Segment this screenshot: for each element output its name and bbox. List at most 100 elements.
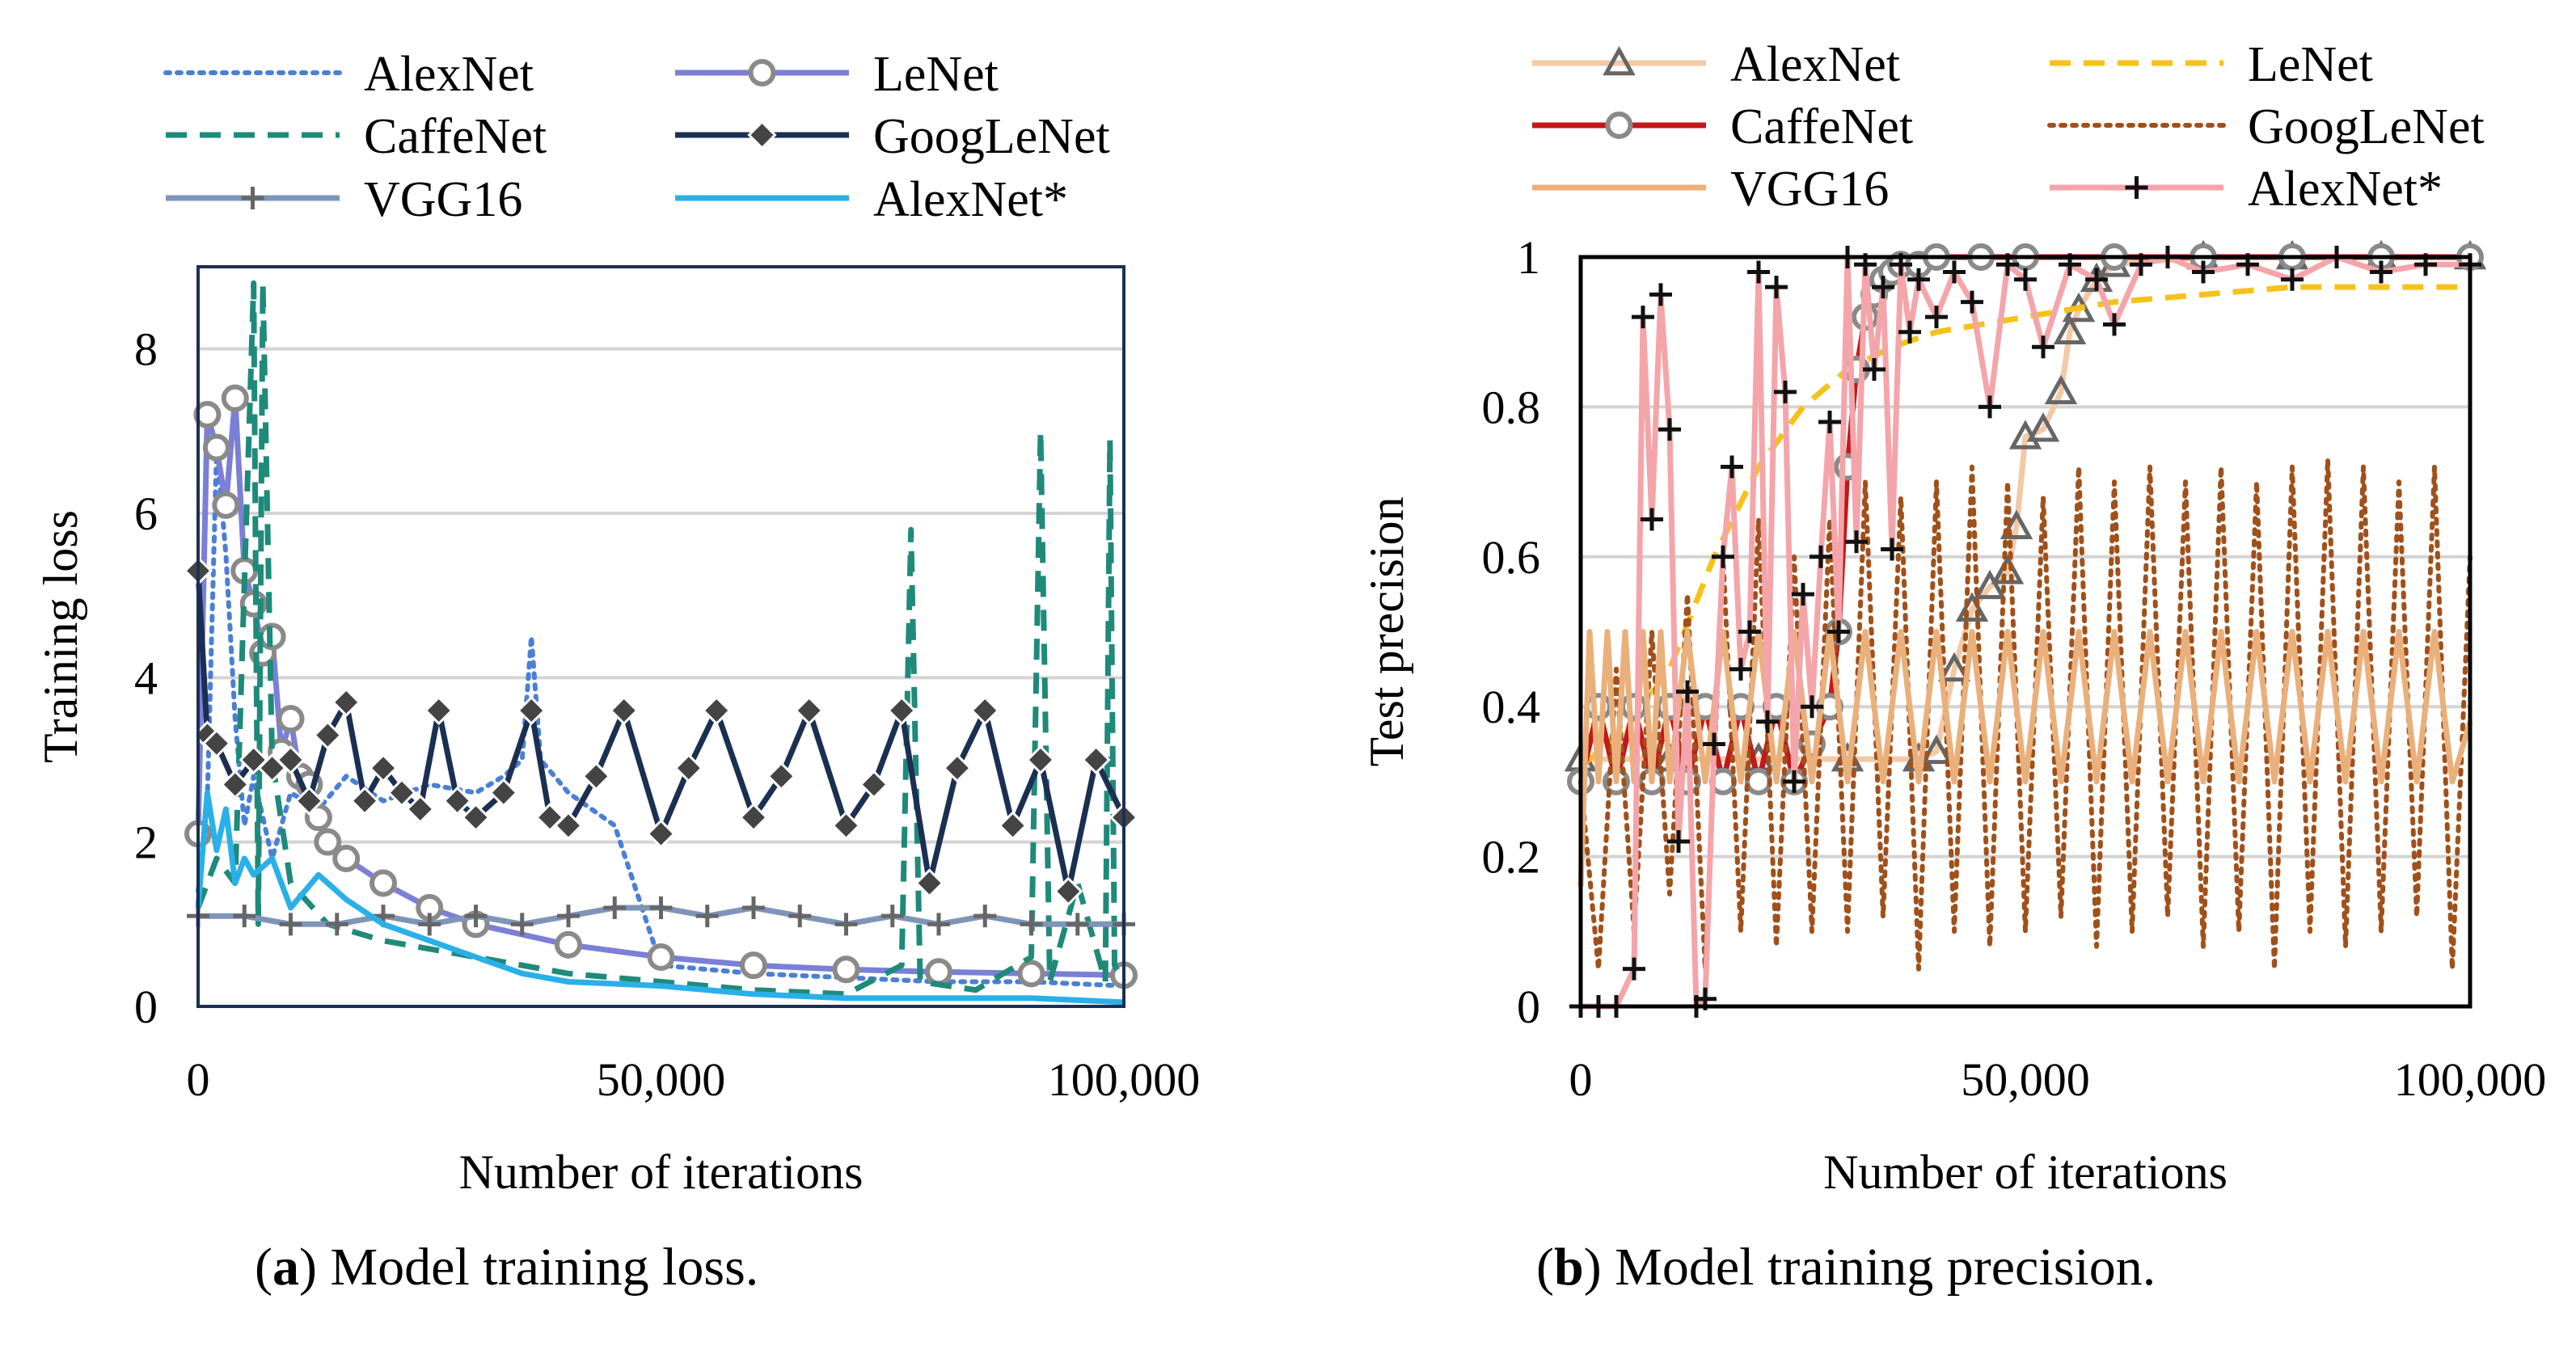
loss-marker-googlenet-30 [859,770,889,799]
precision-legend-item-lenet: LeNet [2050,37,2373,92]
precision-marker-alexnet-star-48 [2192,260,2215,284]
loss-marker-vgg16-16 [927,913,950,936]
precision-marker-alexnet-star-3 [1623,957,1645,981]
loss-marker-googlenet-25 [702,695,732,726]
precision-marker-alexnet-star-26 [1827,620,1850,643]
caption-a-label: a [272,1238,299,1297]
loss-marker-googlenet-13 [405,794,435,825]
loss-marker-lenet-2 [202,433,230,462]
precision-marker-alexnet-14 [2053,314,2087,344]
precision-marker-alexnet-star-12 [1703,732,1725,756]
loss-legend-item-lenet: LeNet [675,47,999,102]
caption-b: (b) Model training precision. [1536,1238,2156,1297]
precision-xtick-label-0: 0 [1569,1053,1593,1106]
precision-marker-alexnet-star-19 [1765,276,1788,299]
precision-marker-alexnet-star-20 [1774,380,1797,403]
precision-marker-alexnet-star-34 [1898,320,1921,344]
precision-marker-alexnet-6 [1937,652,1971,682]
loss-marker-lenet-4 [221,384,249,412]
loss-marker-vgg16-14 [834,913,858,936]
loss-xtick-label-1: 50,000 [597,1053,726,1106]
caption-b-label: b [1553,1238,1584,1297]
loss-line-caffenet [195,280,1127,998]
loss-marker-googlenet-36 [1025,744,1056,775]
loss-marker-googlenet-15 [442,786,472,816]
precision-ytick-label-4: 0.8 [1482,381,1541,433]
precision-marker-alexnet-star-28 [1845,530,1868,554]
loss-legend-label-caffenet: CaffeNet [364,109,547,164]
precision-marker-caffenet-1 [1585,693,1612,721]
loss-marker-vgg16-19 [1066,913,1089,936]
precision-series-vgg16 [1577,629,2473,887]
loss-marker-vgg16-11 [695,905,719,928]
loss-marker-vgg16-17 [973,905,997,928]
loss-marker-googlenet-37 [1054,876,1083,906]
loss-marker-vgg16-8 [557,905,580,928]
loss-ytick-label-3: 6 [134,487,158,540]
precision-legend-marker-alexnet-star [2125,176,2148,199]
precision-legend-label-caffenet: CaffeNet [1730,99,1913,154]
loss-y-axis-title: Training loss [34,510,87,763]
loss-marker-googlenet-33 [942,753,973,783]
precision-legend-item-alexnet: AlexNet [1532,37,1900,92]
loss-marker-googlenet-27 [766,761,796,791]
precision-legend-item-vgg16: VGG16 [1532,162,1889,217]
loss-marker-googlenet-26 [738,803,769,833]
loss-marker-vgg16-1 [233,905,256,928]
loss-marker-googlenet-16 [461,803,491,833]
precision-ytick-label-3: 0.6 [1482,531,1541,584]
loss-marker-googlenet-2 [201,728,232,758]
precision-chart-panel: 0 0.2 0.4 0.6 0.8 1 0 50,000 100,000 Number of it… [1360,37,2546,1199]
precision-marker-alexnet-star-30 [1863,358,1886,382]
loss-marker-googlenet-8 [313,720,343,750]
loss-marker-googlenet-34 [970,695,1000,726]
loss-marker-googlenet-7 [294,786,324,816]
loss-marker-lenet-16 [370,869,397,897]
loss-legend-item-caffenet: CaffeNet [166,109,547,164]
precision-marker-alexnet-star-38 [1961,290,1983,314]
loss-marker-googlenet-22 [609,695,639,726]
precision-marker-caffenet-10 [1745,767,1772,795]
precision-plot-frame [1578,255,2473,1009]
precision-marker-alexnet-star-14 [1721,455,1743,479]
loss-legend: AlexNet LeNet CaffeNet GoogLeNet VGG16 AlexNe… [163,47,1110,227]
precision-marker-alexnet-star-25 [1818,410,1841,433]
loss-xtick-label-0: 0 [187,1053,210,1106]
loss-marker-lenet-21 [740,951,767,980]
precision-marker-alexnet-star-15 [1729,657,1752,681]
loss-series-caffenet [195,280,1127,998]
loss-marker-googlenet-10 [349,786,380,816]
loss-ytick-label-2: 4 [134,652,158,704]
precision-marker-alexnet-star-32 [1881,538,1903,561]
loss-legend-label-lenet: LeNet [873,47,999,102]
loss-marker-googlenet-20 [553,811,584,841]
loss-marker-lenet-10 [277,705,305,733]
precision-series-caffenet [1567,243,2484,795]
loss-marker-vgg16-3 [325,913,348,936]
precision-marker-alexnet-star-39 [1978,395,2001,419]
caption-a-text: Model training loss. [330,1238,759,1297]
loss-legend-marker-lenet [748,59,776,86]
precision-marker-alexnet-star-13 [1712,545,1734,568]
loss-marker-googlenet-17 [488,778,518,808]
loss-ytick-label-4: 8 [134,323,158,376]
precision-ytick-label-2: 0.4 [1482,681,1541,733]
precision-ytick-label-5: 1 [1517,231,1540,284]
precision-series-alexnet [1564,239,2487,772]
loss-marker-googlenet-23 [646,819,676,849]
loss-marker-vgg16-18 [1020,913,1043,936]
precision-marker-alexnet-star-45 [2103,313,2126,336]
precision-marker-alexnet-star-5 [1641,508,1663,531]
precision-ytick-label-1: 0.2 [1482,831,1541,884]
precision-legend-marker-alexnet [1603,45,1636,76]
loss-marker-vgg16-12 [742,896,765,919]
loss-marker-lenet-20 [647,943,675,971]
loss-chart-panel: 0 2 4 6 8 0 50,000 100,000 Number of iterations T… [34,47,1200,1199]
loss-marker-googlenet-19 [534,803,565,833]
loss-marker-googlenet-3 [220,770,250,799]
precision-marker-alexnet-star-41 [2014,268,2037,291]
precision-marker-alexnet-star-36 [1925,306,1948,329]
precision-marker-alexnet-star-16 [1738,620,1761,643]
loss-marker-lenet-1 [193,401,222,428]
